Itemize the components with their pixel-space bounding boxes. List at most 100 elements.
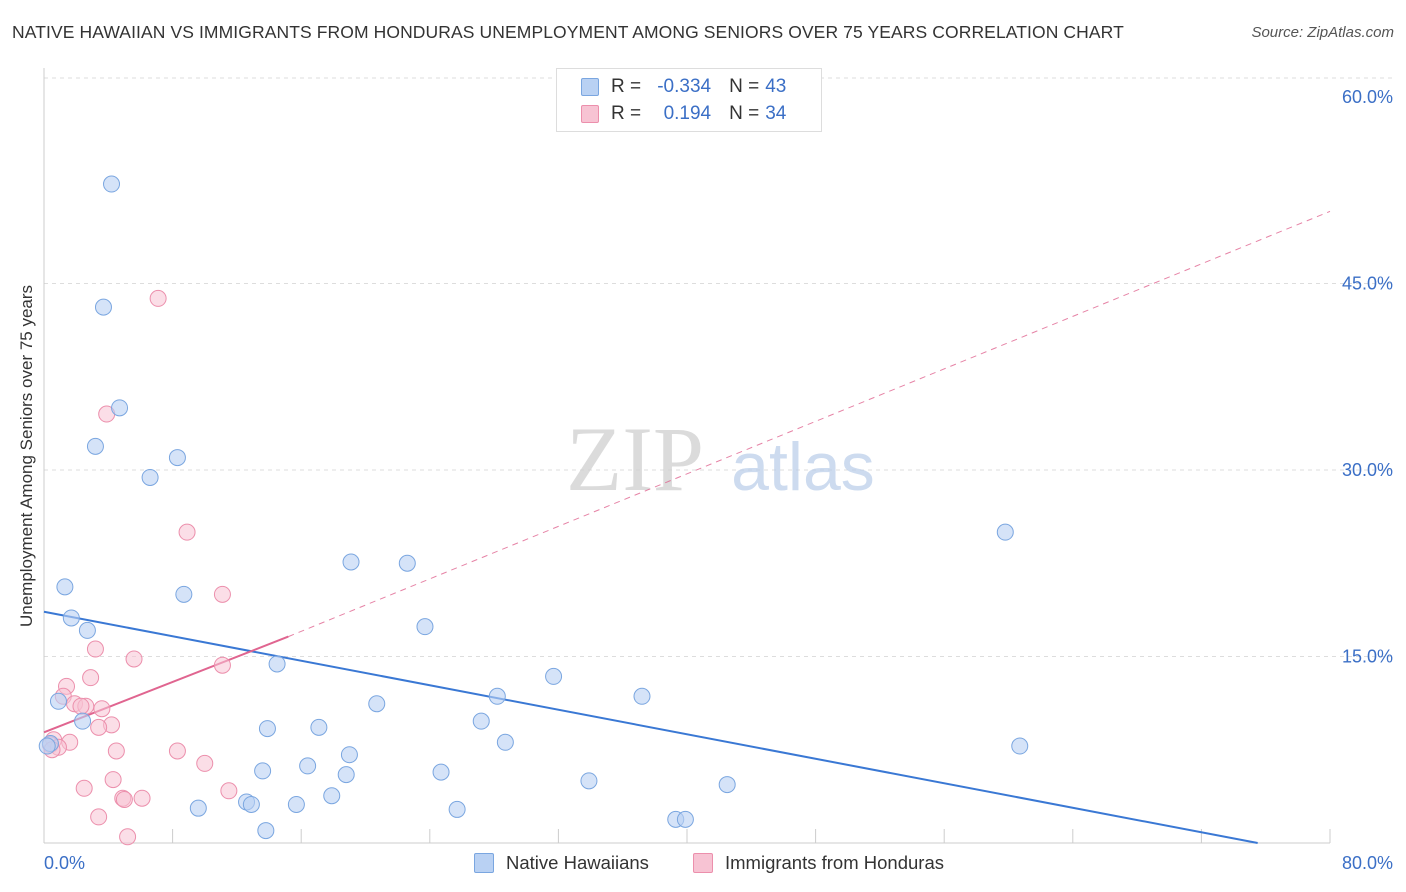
point-native-hawaiian xyxy=(175,585,193,603)
legend-row-honduras: R = 0.194 N = 34 xyxy=(581,102,786,126)
point-native-hawaiian xyxy=(168,449,186,467)
point-honduras xyxy=(125,650,143,668)
point-honduras xyxy=(220,782,238,800)
x-tick-label: 80.0% xyxy=(1342,853,1393,873)
tick-labels: 15.0% 30.0% 45.0% 60.0% 0.0% 80.0% xyxy=(44,87,1393,873)
point-native-hawaiian xyxy=(545,667,563,685)
series-legend: Native Hawaiians Immigrants from Hondura… xyxy=(0,852,1406,876)
point-native-hawaiian xyxy=(342,553,360,571)
point-native-hawaiian xyxy=(103,175,121,193)
point-native-hawaiian xyxy=(74,712,92,730)
legend-item-native-hawaiians[interactable]: Native Hawaiians xyxy=(474,852,649,874)
point-native-hawaiian xyxy=(1011,737,1029,755)
legend-r-value: -0.334 xyxy=(657,76,712,97)
legend-swatch-pink xyxy=(581,105,599,123)
point-native-hawaiian xyxy=(448,800,466,818)
point-honduras xyxy=(107,742,125,760)
y-tick-label: 15.0% xyxy=(1342,647,1393,667)
point-honduras xyxy=(168,742,186,760)
legend-n-label: N = xyxy=(729,103,760,124)
point-honduras xyxy=(86,640,104,658)
point-honduras xyxy=(90,718,108,736)
point-honduras xyxy=(178,523,196,541)
point-honduras xyxy=(196,754,214,772)
legend-swatch-blue xyxy=(474,853,494,873)
point-native-hawaiian xyxy=(254,762,272,780)
correlation-legend: R = -0.334 N = 43 R = 0.194 N = 34 xyxy=(556,68,822,132)
point-native-hawaiian xyxy=(718,776,736,794)
point-native-hawaiian xyxy=(299,757,317,775)
point-honduras xyxy=(72,697,90,715)
point-native-hawaiian xyxy=(62,609,80,627)
chart-title: NATIVE HAWAIIAN VS IMMIGRANTS FROM HONDU… xyxy=(12,22,1124,42)
point-native-hawaiian xyxy=(416,618,434,636)
point-native-hawaiian xyxy=(488,687,506,705)
legend-row-native-hawaiians: R = -0.334 N = 43 xyxy=(581,75,786,99)
point-honduras xyxy=(213,656,231,674)
series-native-hawaiians xyxy=(38,175,1029,840)
source-credit: Source: ZipAtlas.com xyxy=(1251,24,1394,41)
point-native-hawaiian xyxy=(398,554,416,572)
point-native-hawaiian xyxy=(268,655,286,673)
point-native-hawaiian xyxy=(472,712,490,730)
point-native-hawaiian xyxy=(111,399,129,417)
point-honduras xyxy=(75,779,93,797)
watermark-zip: ZIP xyxy=(566,408,704,510)
trend-extension-honduras xyxy=(288,210,1331,638)
point-native-hawaiian xyxy=(310,718,328,736)
point-native-hawaiian xyxy=(633,687,651,705)
point-native-hawaiian xyxy=(242,795,260,813)
y-tick-label: 45.0% xyxy=(1342,274,1393,294)
legend-swatch-pink xyxy=(693,853,713,873)
point-native-hawaiian xyxy=(287,795,305,813)
point-native-hawaiian xyxy=(340,746,358,764)
point-native-hawaiian xyxy=(432,763,450,781)
point-honduras xyxy=(149,289,167,307)
y-tick-label: 60.0% xyxy=(1342,87,1393,107)
point-honduras xyxy=(104,771,122,789)
point-native-hawaiian xyxy=(141,468,159,486)
grid-lines xyxy=(44,77,1392,657)
point-honduras xyxy=(93,700,111,718)
point-honduras xyxy=(133,789,151,807)
point-native-hawaiian xyxy=(38,737,56,755)
point-native-hawaiian xyxy=(496,733,514,751)
point-native-hawaiian xyxy=(56,578,74,596)
legend-n-value: 34 xyxy=(765,103,787,124)
legend-r-label: R = xyxy=(611,76,642,97)
legend-r-label: R = xyxy=(611,103,642,124)
point-native-hawaiian xyxy=(94,298,112,316)
legend-item-honduras[interactable]: Immigrants from Honduras xyxy=(693,852,944,874)
point-honduras xyxy=(115,790,133,808)
point-native-hawaiian xyxy=(257,822,275,840)
legend-n-label: N = xyxy=(729,76,760,97)
y-axis-label: Unemployment Among Seniors over 75 years xyxy=(17,285,36,627)
legend-swatch-blue xyxy=(581,78,599,96)
legend-n-value: 43 xyxy=(765,76,787,97)
point-native-hawaiian xyxy=(86,437,104,455)
axes xyxy=(43,68,1331,844)
trend-lines xyxy=(43,210,1331,844)
legend-r-value: 0.194 xyxy=(663,103,712,124)
point-native-hawaiian xyxy=(189,799,207,817)
watermark: ZIP atlas xyxy=(566,408,875,510)
x-tick-label: 0.0% xyxy=(44,853,85,873)
point-native-hawaiian xyxy=(368,695,386,713)
point-honduras xyxy=(119,828,137,846)
point-honduras xyxy=(90,808,108,826)
trend-line-native-hawaiians xyxy=(43,610,1258,844)
series-honduras xyxy=(41,289,238,846)
watermark-atlas: atlas xyxy=(731,429,875,505)
point-native-hawaiian xyxy=(337,766,355,784)
point-native-hawaiian xyxy=(323,787,341,805)
point-native-hawaiian xyxy=(49,692,67,710)
point-honduras xyxy=(82,669,100,687)
point-native-hawaiian xyxy=(996,523,1014,541)
legend-label-honduras: Immigrants from Honduras xyxy=(725,852,944,873)
point-native-hawaiian xyxy=(676,810,694,828)
y-tick-label: 30.0% xyxy=(1342,460,1393,480)
legend-label-native-hawaiians: Native Hawaiians xyxy=(506,852,649,873)
point-native-hawaiian xyxy=(78,621,96,639)
point-native-hawaiian xyxy=(580,772,598,790)
